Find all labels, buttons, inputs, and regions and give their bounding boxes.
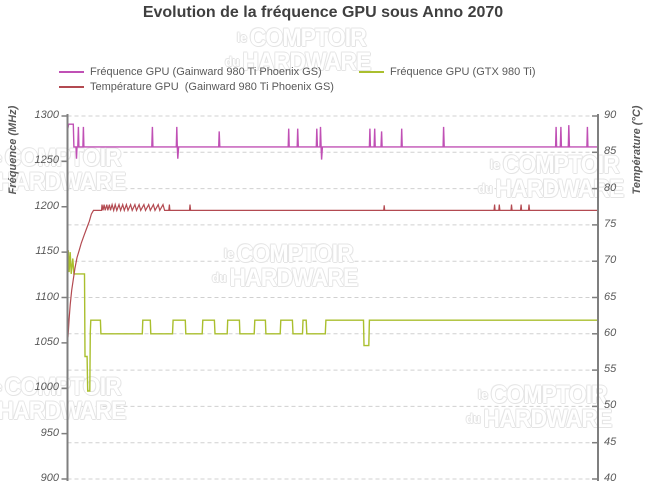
tick-label-right: 50 <box>604 399 617 412</box>
left-axis-title: Fréquence (MHz) <box>7 105 19 195</box>
series-line-freq_gainward <box>66 123 598 160</box>
tick-label-left: 900 <box>40 472 59 484</box>
tick-label-right: 65 <box>604 290 617 303</box>
legend-label: Température GPU (Gainward 980 Ti Phoenix… <box>90 81 334 93</box>
tick-label-right: 55 <box>604 363 617 376</box>
tick-label-left: 1150 <box>35 245 59 258</box>
tick-label-left: 1050 <box>34 335 59 348</box>
legend-item-temp-gainward: Température GPU (Gainward 980 Ti Phoenix… <box>59 81 334 93</box>
legend-label: Fréquence GPU (GTX 980 Ti) <box>390 66 536 78</box>
tick-label-left: 1300 <box>34 109 59 121</box>
tick-label-left: 1000 <box>34 381 59 394</box>
tick-label-left: 1250 <box>34 154 59 167</box>
tick-label-right: 60 <box>604 326 617 339</box>
tick-label-right: 40 <box>604 472 617 484</box>
tick-label-right: 45 <box>604 435 617 448</box>
series-line-temp_gainward <box>67 202 598 338</box>
legend-item-freq-gainward: Fréquence GPU (Gainward 980 Ti Phoenix G… <box>59 66 322 78</box>
tick-label-left: 950 <box>40 426 59 439</box>
legend-label: Fréquence GPU (Gainward 980 Ti Phoenix G… <box>90 66 322 78</box>
tick-label-right: 80 <box>604 181 617 194</box>
chart-title: Evolution de la fréquence GPU sous Anno … <box>142 4 504 21</box>
tick-label-right: 90 <box>604 109 617 121</box>
tick-label-left: 1100 <box>35 290 59 303</box>
tick-label-left: 1200 <box>34 199 59 212</box>
tick-label-right: 75 <box>604 217 617 230</box>
legend-swatch-freq-gtx980ti <box>359 71 384 73</box>
legend-swatch-temp-gainward <box>59 86 84 88</box>
series-line-freq_gtx980ti <box>66 250 598 392</box>
legend-item-freq-gtx980ti: Fréquence GPU (GTX 980 Ti) <box>359 66 536 78</box>
legend-swatch-freq-gainward <box>59 71 84 73</box>
tick-label-right: 85 <box>604 145 617 158</box>
tick-label-right: 70 <box>604 254 617 267</box>
